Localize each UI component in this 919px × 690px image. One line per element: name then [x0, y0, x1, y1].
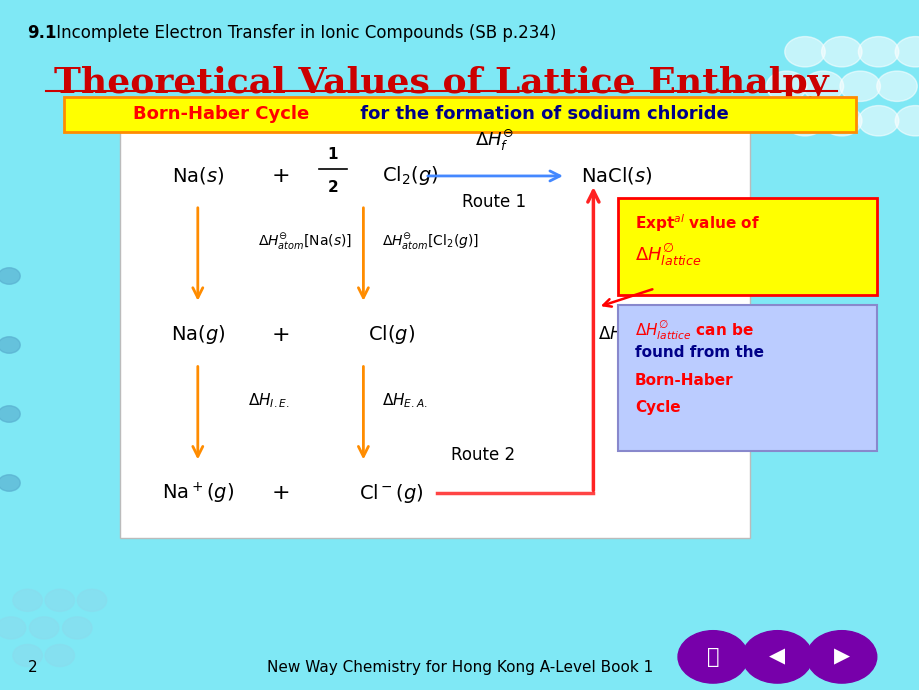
FancyBboxPatch shape [618, 198, 876, 295]
Circle shape [0, 475, 20, 491]
Text: Cl$_2$($g$): Cl$_2$($g$) [381, 164, 437, 188]
Circle shape [13, 644, 42, 667]
Circle shape [62, 617, 92, 639]
FancyBboxPatch shape [64, 97, 855, 132]
Circle shape [839, 71, 879, 101]
Circle shape [0, 337, 20, 353]
Text: $\mathbf{2}$: $\mathbf{2}$ [327, 179, 338, 195]
FancyBboxPatch shape [618, 305, 876, 451]
Text: Route 1: Route 1 [461, 193, 526, 211]
Circle shape [894, 106, 919, 136]
Circle shape [77, 589, 107, 611]
Text: NaCl($s$): NaCl($s$) [580, 166, 652, 186]
Text: $\mathbf{1}$: $\mathbf{1}$ [327, 146, 338, 162]
Circle shape [45, 644, 74, 667]
Text: Cycle: Cycle [634, 400, 680, 415]
Text: Born-Haber Cycle: Born-Haber Cycle [133, 105, 310, 123]
Text: Na$^+$($g$): Na$^+$($g$) [162, 481, 233, 506]
Text: $\Delta H_{E.A.}$: $\Delta H_{E.A.}$ [381, 391, 427, 410]
Text: $\Delta H_f^{\ominus}$: $\Delta H_f^{\ominus}$ [474, 128, 513, 152]
Circle shape [45, 589, 74, 611]
Circle shape [876, 71, 916, 101]
Text: +: + [271, 484, 289, 503]
Text: Theoretical Values of Lattice Enthalpy: Theoretical Values of Lattice Enthalpy [54, 66, 828, 100]
Circle shape [13, 589, 42, 611]
Text: Born-Haber: Born-Haber [634, 373, 732, 388]
Text: ▶: ▶ [833, 647, 849, 667]
Text: +: + [271, 166, 289, 186]
Text: ⏸: ⏸ [706, 647, 719, 667]
Circle shape [821, 37, 861, 67]
FancyBboxPatch shape [119, 128, 749, 538]
Circle shape [742, 631, 811, 683]
Text: ◀: ◀ [768, 647, 785, 667]
Circle shape [857, 106, 898, 136]
Text: for the formation of sodium chloride: for the formation of sodium chloride [354, 105, 728, 123]
Text: Cl$^-$($g$): Cl$^-$($g$) [358, 482, 423, 505]
Text: +: + [271, 325, 289, 344]
Text: $\Delta H_{atom}^{\ominus}$[Na($s$)]: $\Delta H_{atom}^{\ominus}$[Na($s$)] [257, 231, 351, 252]
Circle shape [0, 617, 26, 639]
Text: 2: 2 [28, 660, 37, 675]
Circle shape [894, 37, 919, 67]
Text: 9.1: 9.1 [28, 24, 57, 42]
Text: New Way Chemistry for Hong Kong A-Level Book 1: New Way Chemistry for Hong Kong A-Level … [267, 660, 652, 675]
Circle shape [29, 617, 59, 639]
Text: $\Delta H_{lattice}^{\varnothing}$ can be: $\Delta H_{lattice}^{\varnothing}$ can b… [634, 319, 753, 342]
Text: Expt$^{al}$ value of: Expt$^{al}$ value of [634, 213, 759, 234]
Text: Cl($g$): Cl($g$) [367, 323, 414, 346]
Circle shape [857, 37, 898, 67]
Circle shape [677, 631, 747, 683]
Circle shape [0, 406, 20, 422]
Circle shape [784, 37, 824, 67]
Text: Route 2: Route 2 [450, 446, 515, 464]
Text: $\Delta H_{atom}^{\ominus}$[Cl$_2$($g$)]: $\Delta H_{atom}^{\ominus}$[Cl$_2$($g$)] [381, 231, 479, 252]
Circle shape [821, 106, 861, 136]
Text: Incomplete Electron Transfer in Ionic Compounds (SB p.234): Incomplete Electron Transfer in Ionic Co… [51, 24, 555, 42]
Circle shape [0, 268, 20, 284]
Text: Na($g$): Na($g$) [170, 323, 225, 346]
Text: $\Delta H_{I.E.}$: $\Delta H_{I.E.}$ [248, 391, 289, 410]
Circle shape [802, 71, 843, 101]
Text: Na($s$): Na($s$) [172, 166, 223, 186]
Text: found from the: found from the [634, 345, 763, 360]
Text: $\Delta H_{lattice}^{\ominus}$: $\Delta H_{lattice}^{\ominus}$ [597, 322, 659, 347]
Text: $\Delta H_{lattice}^{\varnothing}$: $\Delta H_{lattice}^{\varnothing}$ [634, 241, 700, 268]
Circle shape [806, 631, 876, 683]
Circle shape [766, 71, 806, 101]
Circle shape [784, 106, 824, 136]
